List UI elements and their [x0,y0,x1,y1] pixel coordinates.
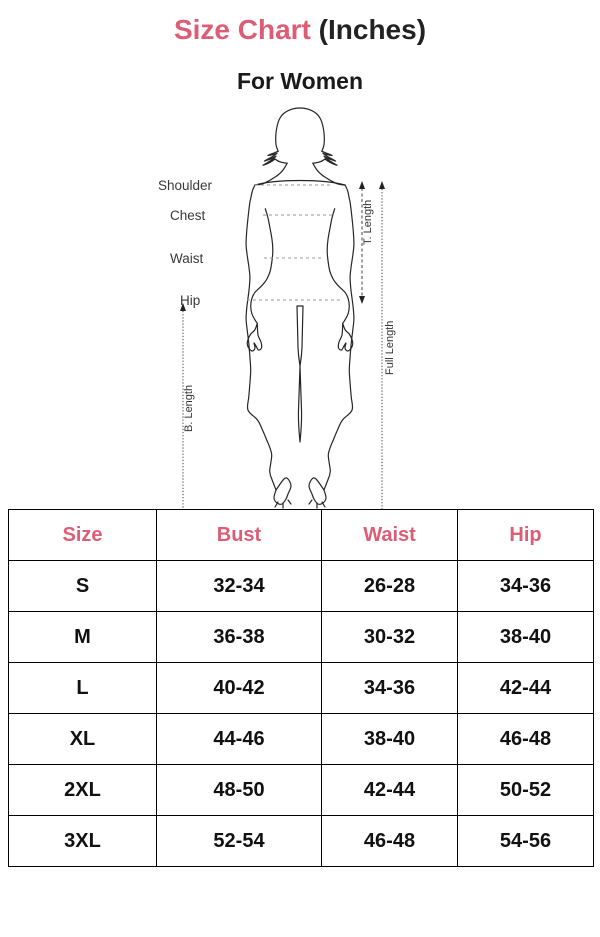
svg-text:Full Length: Full Length [384,321,396,375]
svg-text:T. Length: T. Length [362,200,374,245]
svg-text:Waist: Waist [170,251,203,266]
svg-text:Chest: Chest [170,208,206,223]
svg-text:B. Length: B. Length [183,385,195,432]
svg-text:Shoulder: Shoulder [158,178,213,193]
